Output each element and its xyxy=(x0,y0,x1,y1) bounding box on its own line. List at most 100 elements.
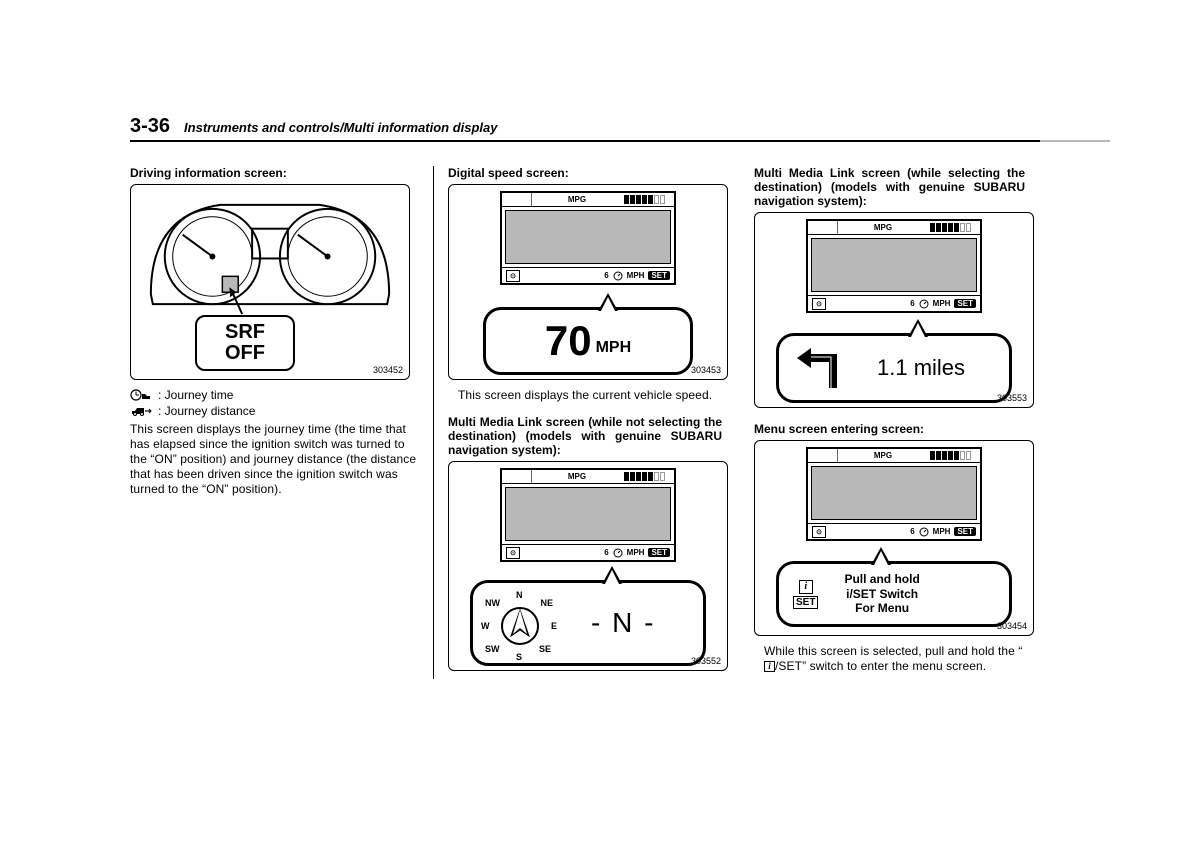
page-header: 3-36 Instruments and controls/Multi info… xyxy=(130,115,1070,142)
set-label: SET xyxy=(954,527,976,536)
cruise-icon: ⊙ xyxy=(812,526,826,538)
menu-line3: For Menu xyxy=(844,601,919,615)
compass-se: SE xyxy=(539,644,551,654)
compass-sw: SW xyxy=(485,644,500,654)
legend-journey-distance: : Journey distance xyxy=(130,404,419,418)
lcd-bottom-bar: ⊙ 6 MPH SET xyxy=(502,267,674,283)
compass-e: E xyxy=(551,621,557,631)
body-paragraph: While this screen is selected, pull and … xyxy=(764,644,1025,674)
set-icon: SET xyxy=(793,596,818,609)
body-suffix: /SET” switch to enter the menu screen. xyxy=(775,659,986,673)
chapter-title: Instruments and controls/Multi informati… xyxy=(184,120,497,135)
speed-icon xyxy=(613,271,623,281)
mpg-label: MPG xyxy=(532,472,622,481)
lcd-screen xyxy=(811,466,977,520)
set-label: SET xyxy=(954,299,976,308)
lcd-screen xyxy=(811,238,977,292)
body-paragraph: This screen displays the current vehicle… xyxy=(458,388,722,403)
lcd-display: MPG ⊙ 6 MPH SET xyxy=(500,468,676,562)
mpg-label: MPG xyxy=(838,223,928,232)
off-text: OFF xyxy=(225,343,265,364)
speed-callout: 70 MPH xyxy=(483,307,693,375)
cruise-icon: ⊙ xyxy=(812,298,826,310)
lcd-screen xyxy=(505,487,671,541)
compass-n: N xyxy=(516,590,523,600)
turn-left-icon xyxy=(793,344,847,392)
fuel-bars-icon xyxy=(928,449,980,462)
speed-unit: MPH xyxy=(596,339,632,357)
cruise-icon: ⊙ xyxy=(506,270,520,282)
heading-letter: - N - xyxy=(591,607,655,639)
figure-driving-info: SRF OFF 303452 xyxy=(130,184,410,380)
lcd-display: MPG ⊙ 6 MPH SET xyxy=(806,447,982,541)
menu-line2: i/SET Switch xyxy=(844,587,919,601)
car-distance-icon xyxy=(130,405,152,417)
lcd-display: MPG ⊙ 6 MPH SET xyxy=(806,219,982,313)
speed-icon xyxy=(919,299,929,309)
section-title: Multi Media Link screen (while selecting… xyxy=(754,166,1025,208)
legend-journey-time: : Journey time xyxy=(130,388,419,402)
srf-text: SRF xyxy=(225,322,265,343)
srf-off-callout: SRF OFF xyxy=(195,315,295,371)
lcd-bottom-bar: ⊙ 6 MPH SET xyxy=(808,295,980,311)
figure-digital-speed: MPG ⊙ 6 MPH SET 70 M xyxy=(448,184,728,380)
compass-rose-icon: N NE E SE S SW W NW xyxy=(485,588,555,658)
manual-page: 3-36 Instruments and controls/Multi info… xyxy=(130,115,1070,679)
mpg-label: MPG xyxy=(532,195,622,204)
page-number: 3-36 xyxy=(130,115,170,138)
section-title: Driving information screen: xyxy=(130,166,419,180)
lcd-top-bar: MPG xyxy=(808,221,980,235)
info-i-icon-inline: i xyxy=(764,661,775,672)
mph-label: MPH xyxy=(627,271,645,280)
column-3: Multi Media Link screen (while selecting… xyxy=(736,166,1039,679)
section-title: Digital speed screen: xyxy=(448,166,722,180)
fuel-bars-icon xyxy=(928,221,980,234)
figure-id: 303552 xyxy=(691,656,721,666)
mpg-label: MPG xyxy=(838,451,928,460)
mph-label: MPH xyxy=(627,548,645,557)
compass-callout: N NE E SE S SW W NW - N - xyxy=(470,580,706,666)
mph-label: MPH xyxy=(933,527,951,536)
speed-value: 70 xyxy=(545,317,592,365)
section-title: Menu screen entering screen: xyxy=(754,422,1025,436)
menu-line1: Pull and hold xyxy=(844,572,919,586)
figure-id: 303452 xyxy=(373,365,403,375)
column-1: Driving information screen: xyxy=(130,166,433,679)
turn-callout: 1.1 miles xyxy=(776,333,1012,403)
body-prefix: While this screen is selected, pull and … xyxy=(764,644,1022,658)
clock-icon xyxy=(130,389,152,401)
figure-turn-guidance: MPG ⊙ 6 MPH SET xyxy=(754,212,1034,408)
lcd-top-bar: MPG xyxy=(502,193,674,207)
compass-ne: NE xyxy=(540,598,553,608)
speed-icon xyxy=(919,527,929,537)
cruise-icon: ⊙ xyxy=(506,547,520,559)
fuel-bars-icon xyxy=(622,470,674,483)
figure-id: 303454 xyxy=(997,621,1027,631)
mph-label: MPH xyxy=(933,299,951,308)
column-2: Digital speed screen: MPG ⊙ 6 MPH xyxy=(433,166,736,679)
compass-nw: NW xyxy=(485,598,500,608)
legend-text: : Journey time xyxy=(158,388,233,402)
menu-instruction: Pull and hold i/SET Switch For Menu xyxy=(844,572,919,615)
compass-s: S xyxy=(516,652,522,662)
fuel-bars-icon xyxy=(622,193,674,206)
speed-icon xyxy=(613,548,623,558)
set-label: SET xyxy=(648,548,670,557)
turn-distance: 1.1 miles xyxy=(877,355,965,381)
figure-compass: MPG ⊙ 6 MPH SET xyxy=(448,461,728,671)
figure-id: 303553 xyxy=(997,393,1027,403)
lcd-top-bar: MPG xyxy=(808,449,980,463)
menu-callout: i SET Pull and hold i/SET Switch For Men… xyxy=(776,561,1012,627)
figure-menu-enter: MPG ⊙ 6 MPH SET i xyxy=(754,440,1034,636)
section-title: Multi Media Link screen (while not selec… xyxy=(448,415,722,457)
lcd-bottom-bar: ⊙ 6 MPH SET xyxy=(808,523,980,539)
lcd-screen xyxy=(505,210,671,264)
legend-text: : Journey distance xyxy=(158,404,255,418)
figure-id: 303453 xyxy=(691,365,721,375)
set-label: SET xyxy=(648,271,670,280)
iset-icon-group: i SET xyxy=(793,580,818,609)
body-paragraph: This screen displays the journey time (t… xyxy=(130,422,419,497)
info-i-icon: i xyxy=(799,580,813,594)
lcd-top-bar: MPG xyxy=(502,470,674,484)
lcd-bottom-bar: ⊙ 6 MPH SET xyxy=(502,544,674,560)
